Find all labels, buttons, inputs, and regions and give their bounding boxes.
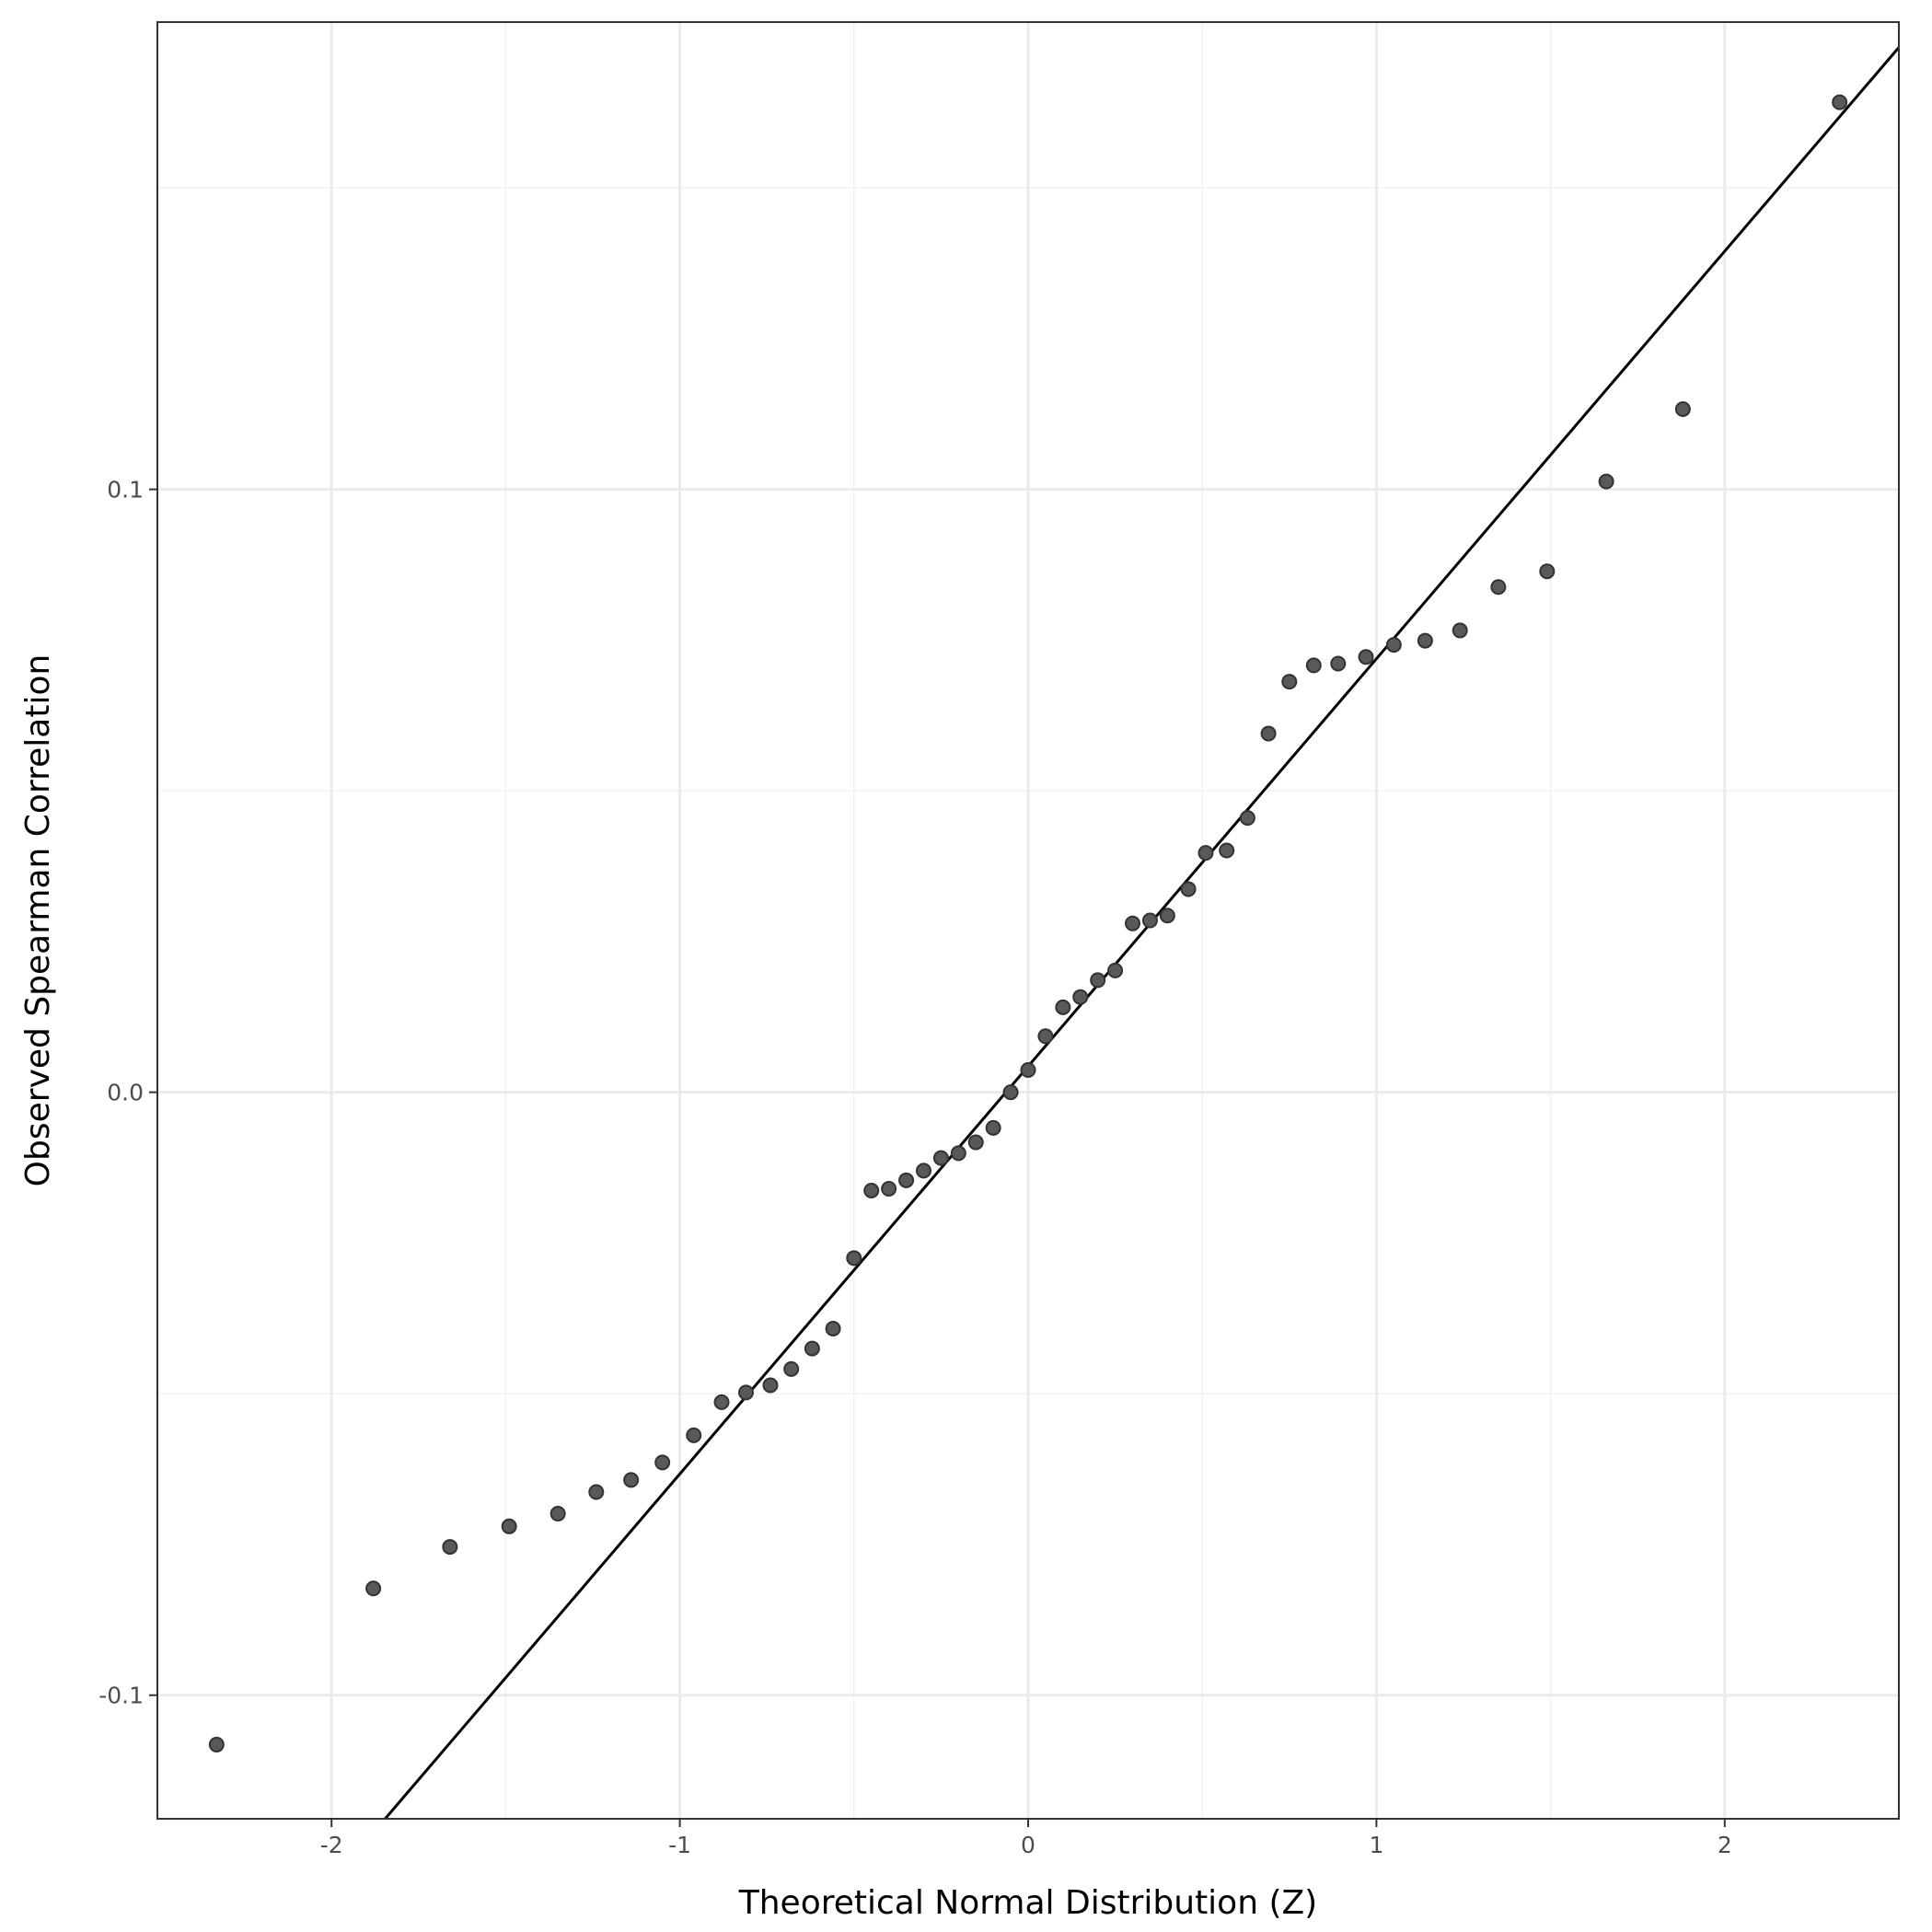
data-point <box>804 1340 820 1357</box>
data-point <box>737 1384 754 1401</box>
data-point <box>898 1172 915 1188</box>
data-point <box>1180 881 1197 897</box>
data-point <box>654 1454 671 1471</box>
reference-line <box>384 46 1901 1820</box>
data-point <box>762 1377 779 1394</box>
x-tick-label: -2 <box>320 1832 343 1858</box>
x-tick-label: 2 <box>1718 1832 1732 1858</box>
data-point <box>1490 579 1507 596</box>
data-point <box>1002 1084 1019 1101</box>
data-point <box>915 1163 931 1179</box>
data-point <box>863 1182 880 1198</box>
data-point <box>442 1539 458 1556</box>
major-gridlines <box>157 22 1899 1819</box>
data-point <box>365 1580 382 1597</box>
axis-ticks <box>149 488 1726 1827</box>
data-point <box>623 1472 640 1488</box>
data-point <box>1330 655 1347 672</box>
data-point <box>1260 725 1277 742</box>
data-point <box>1239 810 1255 827</box>
x-tick-label: 1 <box>1369 1832 1383 1858</box>
data-point <box>1090 972 1106 989</box>
data-point <box>1159 908 1175 924</box>
y-axis-title: Observed Spearman Correlation <box>19 654 57 1187</box>
data-point <box>1539 563 1556 580</box>
data-point <box>1452 622 1468 639</box>
data-point <box>1197 845 1214 862</box>
data-point <box>1125 915 1141 931</box>
data-point <box>1417 632 1433 649</box>
data-point <box>1055 999 1071 1015</box>
data-point <box>932 1150 949 1166</box>
data-point <box>825 1320 841 1336</box>
data-point <box>846 1250 862 1267</box>
data-point <box>1020 1061 1036 1078</box>
data-point <box>686 1427 702 1443</box>
y-tick-label: -0.1 <box>98 1683 144 1709</box>
data-point <box>1107 962 1124 978</box>
data-point <box>501 1518 517 1534</box>
data-point <box>967 1134 984 1151</box>
data-point <box>783 1360 800 1377</box>
data-point <box>588 1484 605 1500</box>
data-point <box>1385 637 1402 654</box>
data-point <box>1219 842 1235 859</box>
data-point <box>550 1506 566 1522</box>
data-point <box>1832 94 1848 110</box>
data-points <box>208 94 1848 1753</box>
data-point <box>1598 473 1614 490</box>
y-tick-label: 0.1 <box>107 477 144 503</box>
y-tick-label: 0.0 <box>107 1080 144 1106</box>
data-point <box>1037 1028 1054 1045</box>
data-point <box>1072 989 1089 1005</box>
data-point <box>1305 657 1322 674</box>
data-point <box>985 1119 1001 1136</box>
x-tick-label: 0 <box>1021 1832 1035 1858</box>
reference-line-group <box>384 46 1901 1820</box>
data-point <box>208 1736 225 1753</box>
data-point <box>1674 401 1691 418</box>
data-point <box>881 1180 897 1197</box>
data-point <box>1358 649 1374 665</box>
data-point <box>713 1394 730 1410</box>
x-tick-label: -1 <box>668 1832 691 1858</box>
data-point <box>950 1145 966 1162</box>
data-point <box>1281 674 1298 690</box>
axis-tick-labels: -2 -1 0 1 2 -0.1 0.0 0.1 <box>98 477 1732 1858</box>
data-point <box>1141 912 1158 929</box>
x-axis-title: Theoretical Normal Distribution (Z) <box>738 1884 1317 1922</box>
